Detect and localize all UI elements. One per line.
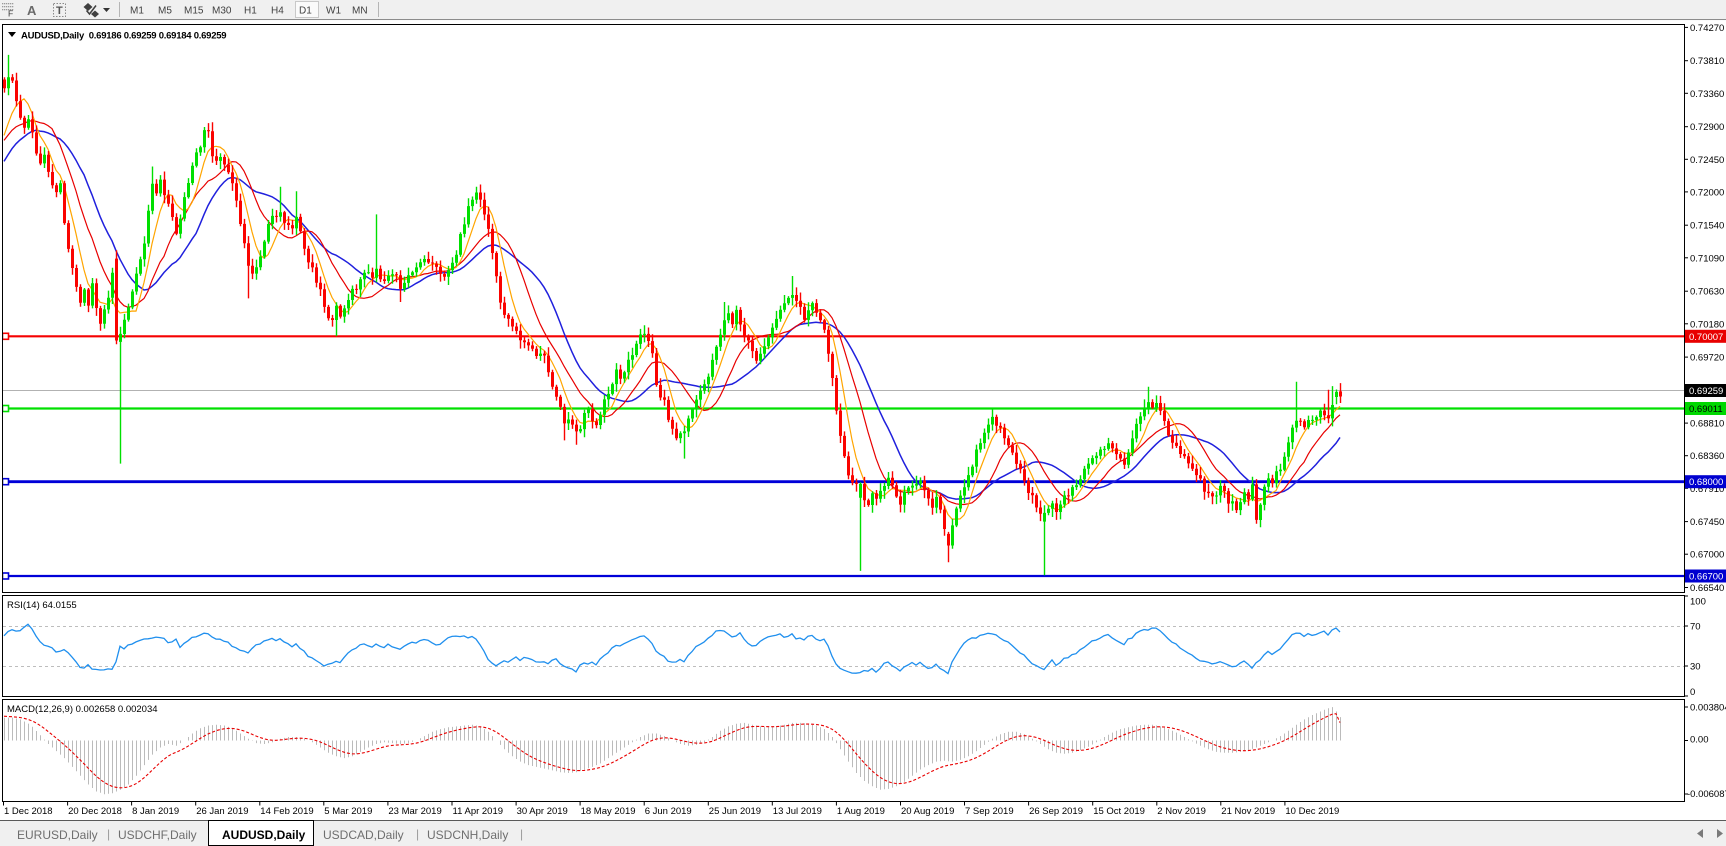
svg-text:D1: D1	[299, 6, 312, 17]
svg-text:AUDUSD,Daily 0.69186 0.69259: AUDUSD,Daily 0.69186 0.69259 0.69184 0.6…	[21, 31, 226, 42]
svg-text:18 May 2019: 18 May 2019	[581, 806, 636, 817]
svg-text:26 Jan 2019: 26 Jan 2019	[196, 806, 248, 817]
svg-text:0.73810: 0.73810	[1690, 56, 1724, 67]
svg-text:RSI(14) 64.0155: RSI(14) 64.0155	[7, 600, 77, 611]
svg-text:A: A	[27, 3, 37, 18]
svg-text:AUDUSD,Daily: AUDUSD,Daily	[222, 828, 306, 842]
svg-text:30: 30	[1690, 662, 1701, 673]
svg-text:15 Oct 2019: 15 Oct 2019	[1093, 806, 1145, 817]
svg-text:0.66540: 0.66540	[1690, 583, 1724, 594]
svg-text:0.72000: 0.72000	[1690, 187, 1724, 198]
svg-text:M30: M30	[212, 6, 232, 17]
svg-text:2 Nov 2019: 2 Nov 2019	[1157, 806, 1206, 817]
svg-text:20 Dec 2018: 20 Dec 2018	[68, 806, 122, 817]
svg-text:|: |	[416, 827, 419, 841]
svg-text:0.73360: 0.73360	[1690, 89, 1724, 100]
svg-text:0.74270: 0.74270	[1690, 23, 1724, 34]
svg-text:|: |	[107, 827, 110, 841]
svg-text:0.70630: 0.70630	[1690, 287, 1724, 298]
svg-text:30 Apr 2019: 30 Apr 2019	[517, 806, 568, 817]
svg-text:EURUSD,Daily: EURUSD,Daily	[17, 828, 98, 842]
svg-text:0.71090: 0.71090	[1690, 253, 1724, 264]
svg-text:0.70007: 0.70007	[1689, 332, 1723, 343]
svg-text:M5: M5	[158, 6, 172, 17]
svg-text:100: 100	[1690, 597, 1706, 608]
svg-text:W1: W1	[326, 6, 341, 17]
svg-text:F: F	[8, 9, 13, 19]
svg-text:0.67450: 0.67450	[1690, 517, 1724, 528]
svg-text:0.69259: 0.69259	[1689, 386, 1723, 397]
svg-text:H4: H4	[271, 6, 284, 17]
svg-text:1 Aug 2019: 1 Aug 2019	[837, 806, 885, 817]
svg-text:0.67000: 0.67000	[1690, 550, 1724, 561]
svg-text:-0.006087: -0.006087	[1687, 789, 1726, 800]
svg-text:0.69011: 0.69011	[1689, 404, 1723, 415]
svg-text:|: |	[520, 827, 523, 841]
svg-text:USDCNH,Daily: USDCNH,Daily	[427, 828, 508, 842]
svg-text:0.71540: 0.71540	[1690, 221, 1724, 232]
svg-text:23 Mar 2019: 23 Mar 2019	[388, 806, 441, 817]
svg-text:70: 70	[1690, 622, 1701, 633]
svg-text:1 Dec 2018: 1 Dec 2018	[4, 806, 53, 817]
svg-text:21 Nov 2019: 21 Nov 2019	[1221, 806, 1275, 817]
svg-text:0.72450: 0.72450	[1690, 155, 1724, 166]
svg-text:26 Sep 2019: 26 Sep 2019	[1029, 806, 1083, 817]
svg-text:8 Jan 2019: 8 Jan 2019	[132, 806, 179, 817]
svg-text:0.68000: 0.68000	[1689, 477, 1723, 488]
svg-text:11 Apr 2019: 11 Apr 2019	[453, 806, 504, 817]
svg-text:0.70180: 0.70180	[1690, 319, 1724, 330]
svg-text:0.003804: 0.003804	[1690, 703, 1726, 714]
svg-text:0.68810: 0.68810	[1690, 419, 1724, 430]
svg-text:13 Jul 2019: 13 Jul 2019	[773, 806, 822, 817]
svg-text:0.72900: 0.72900	[1690, 122, 1724, 133]
svg-text:0.67910: 0.67910	[1690, 484, 1724, 495]
svg-text:0: 0	[1690, 687, 1695, 698]
svg-text:T: T	[56, 5, 63, 17]
svg-text:0.00: 0.00	[1690, 735, 1709, 746]
svg-text:0.69720: 0.69720	[1690, 353, 1724, 364]
svg-text:H1: H1	[244, 6, 257, 17]
svg-text:MACD(12,26,9) 0.002658 0.00203: MACD(12,26,9) 0.002658 0.002034	[7, 704, 158, 715]
svg-text:14 Feb 2019: 14 Feb 2019	[260, 806, 313, 817]
svg-text:0.66700: 0.66700	[1689, 572, 1723, 583]
svg-text:0.68360: 0.68360	[1690, 451, 1724, 462]
svg-text:6 Jun 2019: 6 Jun 2019	[645, 806, 692, 817]
svg-text:M15: M15	[184, 6, 204, 17]
svg-text:USDCAD,Daily: USDCAD,Daily	[323, 828, 404, 842]
svg-text:M1: M1	[130, 6, 144, 17]
svg-text:20 Aug 2019: 20 Aug 2019	[901, 806, 954, 817]
svg-text:25 Jun 2019: 25 Jun 2019	[709, 806, 761, 817]
svg-text:5 Mar 2019: 5 Mar 2019	[324, 806, 372, 817]
svg-text:7 Sep 2019: 7 Sep 2019	[965, 806, 1014, 817]
svg-text:10 Dec 2019: 10 Dec 2019	[1285, 806, 1339, 817]
svg-text:MN: MN	[352, 6, 368, 17]
svg-text:USDCHF,Daily: USDCHF,Daily	[118, 828, 197, 842]
